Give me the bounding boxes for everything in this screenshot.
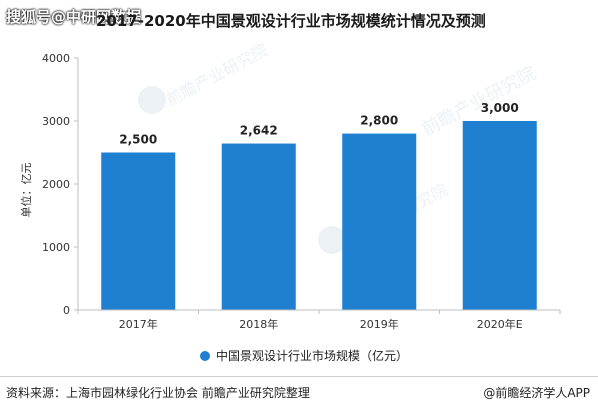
bar bbox=[101, 152, 176, 310]
y-tick-label: 3000 bbox=[42, 115, 70, 128]
x-tick-label: 2019年 bbox=[360, 317, 399, 331]
x-tick-label: 2018年 bbox=[239, 317, 278, 331]
y-tick-label: 0 bbox=[63, 304, 70, 317]
footer-brand: @前瞻经济学人APP bbox=[483, 384, 590, 401]
footer-source: 资料来源：上海市园林绿化行业协会 前瞻产业研究院整理 bbox=[6, 386, 310, 400]
bar-series: 2,500 2,642 2,800 3,000 bbox=[101, 101, 537, 310]
legend-label: 中国景观设计行业市场规模（亿元） bbox=[216, 348, 408, 363]
bar bbox=[462, 121, 537, 310]
x-tick-label: 2020年E bbox=[477, 317, 523, 331]
data-label: 2,642 bbox=[240, 124, 278, 138]
bar bbox=[221, 143, 296, 310]
footer-brand-text: @前瞻经济学人APP bbox=[483, 386, 590, 400]
legend-marker bbox=[200, 351, 210, 361]
y-axis-label: 单位：亿元 bbox=[19, 163, 33, 218]
svg-text:前瞻产业研究院: 前瞻产业研究院 bbox=[163, 40, 271, 109]
footer-divider bbox=[0, 376, 598, 377]
legend: 中国景观设计行业市场规模（亿元） bbox=[200, 348, 408, 363]
watermark-top: 搜狐号@中研网数据 bbox=[6, 8, 142, 26]
bar-chart: 前瞻产业研究院 前瞻产业研究院 前瞻产业研究院 0100020003000400… bbox=[19, 40, 561, 363]
data-label: 2,800 bbox=[360, 114, 398, 128]
y-axis: 0 1000 2000 3000 4000 bbox=[42, 52, 79, 317]
chart-title: 2017-2020年中国景观设计行业市场规模统计情况及预测 bbox=[96, 12, 486, 30]
y-tick-label: 2000 bbox=[42, 178, 70, 191]
y-tick-label: 4000 bbox=[42, 52, 70, 65]
data-label: 2,500 bbox=[119, 133, 157, 147]
y-tick-label: 1000 bbox=[42, 241, 70, 254]
data-label: 3,000 bbox=[481, 101, 519, 115]
x-tick-label: 2017年 bbox=[119, 317, 158, 331]
x-axis: 2017年 2018年 2019年 2020年E bbox=[77, 309, 561, 331]
bar bbox=[342, 133, 417, 310]
